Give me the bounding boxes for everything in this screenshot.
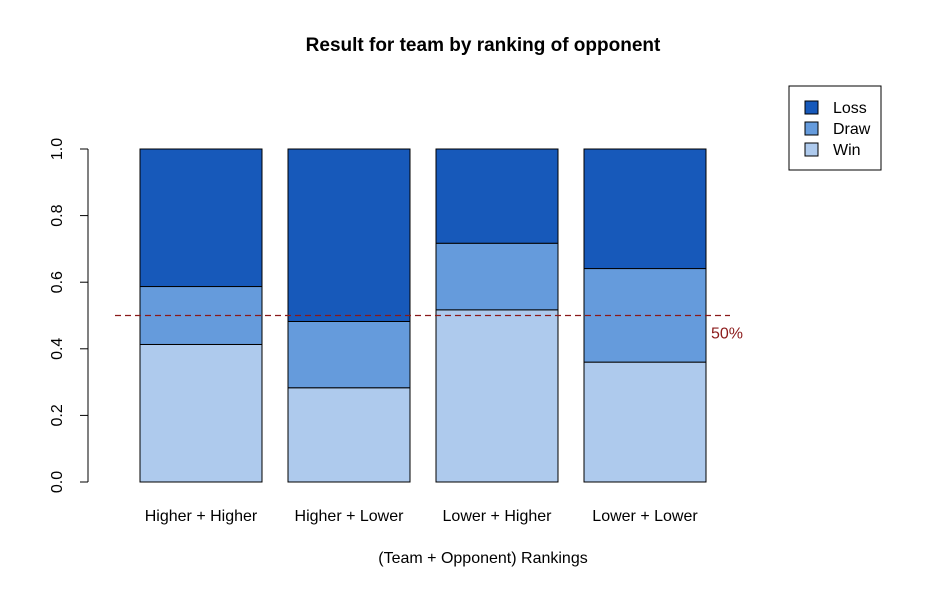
x-axis-label: (Team + Opponent) Rankings: [378, 550, 587, 567]
legend-swatch-win: [804, 142, 819, 157]
legend-label-loss: Loss: [833, 100, 867, 117]
bar-segment-loss: [287, 148, 411, 322]
y-tick-label: 1.0: [49, 138, 66, 160]
reference-line: 50%: [115, 314, 743, 343]
y-tick-label: 0.4: [49, 338, 66, 360]
category-label: Lower + Higher: [443, 508, 553, 525]
bar-segment-win: [583, 361, 707, 483]
bar-segment-loss: [435, 148, 559, 244]
legend-swatch-draw: [804, 121, 819, 136]
legend-swatch-loss: [804, 100, 819, 115]
y-tick-label: 0.2: [49, 404, 66, 426]
category-label: Higher + Lower: [295, 508, 405, 525]
bars: [139, 148, 707, 483]
y-tick-label: 0.0: [49, 471, 66, 493]
bar-segment-draw: [287, 320, 411, 389]
reference-line-label: 50%: [711, 326, 743, 343]
bar-segment-win: [435, 309, 559, 483]
legend-label-draw: Draw: [833, 121, 871, 138]
y-tick-label: 0.8: [49, 204, 66, 226]
chart-title: Result for team by ranking of opponent: [306, 35, 661, 56]
bar-segment-loss: [583, 148, 707, 270]
bar-segment-loss: [139, 148, 263, 288]
category-label: Higher + Higher: [145, 508, 258, 525]
bar-segment-win: [139, 343, 263, 483]
y-axis: 0.0 0.2 0.4 0.6 0.8 1.0: [49, 138, 89, 493]
legend: Loss Draw Win: [788, 85, 882, 171]
bar-segment-draw: [435, 242, 559, 311]
bar-segment-win: [287, 387, 411, 483]
category-label: Lower + Lower: [592, 508, 698, 525]
legend-box: [788, 85, 882, 171]
y-tick-label: 0.6: [49, 271, 66, 293]
legend-label-win: Win: [833, 142, 861, 159]
category-labels: Higher + Higher Higher + Lower Lower + Hig…: [145, 508, 699, 525]
